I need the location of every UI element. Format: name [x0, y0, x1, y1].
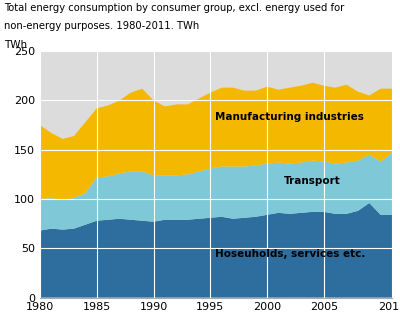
Text: TWh: TWh — [4, 40, 27, 50]
Text: Total energy consumption by consumer group, excl. energy used for: Total energy consumption by consumer gro… — [4, 3, 344, 13]
Text: non-energy purposes. 1980-2011. TWh: non-energy purposes. 1980-2011. TWh — [4, 21, 199, 31]
Text: Hoseuholds, services etc.: Hoseuholds, services etc. — [215, 249, 365, 259]
Text: Transport: Transport — [284, 176, 341, 186]
Text: Manufacturing industries: Manufacturing industries — [215, 112, 364, 122]
